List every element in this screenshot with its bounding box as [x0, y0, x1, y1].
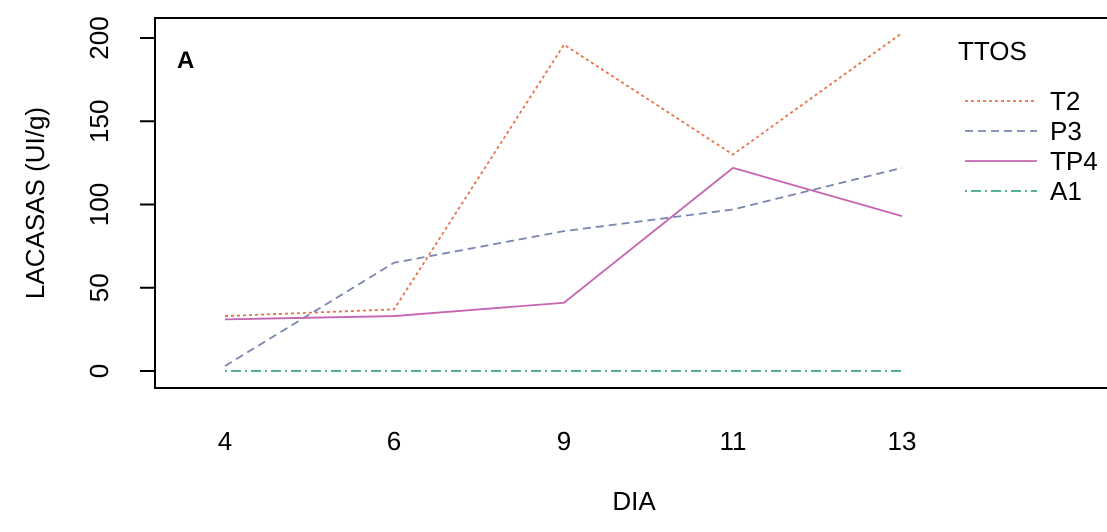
x-tick-label: 6: [387, 426, 401, 456]
x-tick-label: 4: [218, 426, 232, 456]
y-tick-label: 200: [84, 16, 114, 59]
x-axis: 4 6 9 11 13: [218, 426, 917, 456]
y-tick-label: 150: [84, 100, 114, 143]
x-tick-label: 13: [888, 426, 917, 456]
legend-label-t2: T2: [1050, 86, 1080, 116]
legend-label-tp4: TP4: [1050, 146, 1098, 176]
legend-label-p3: P3: [1050, 116, 1082, 146]
x-axis-title: DIA: [612, 486, 656, 516]
series-line-p3: [224, 166, 903, 367]
legend-label-a1: A1: [1050, 176, 1082, 206]
legend-title: TTOS: [958, 36, 1027, 66]
y-tick-label: 100: [84, 183, 114, 226]
plot-frame: [154, 17, 1107, 389]
y-tick-label: 0: [84, 364, 114, 378]
series-line-t2: [224, 32, 903, 317]
y-tick-label: 50: [84, 273, 114, 302]
series-layer: [224, 32, 903, 372]
x-tick-label: 11: [720, 426, 747, 456]
y-axis-title: LACASAS (UI/g): [20, 107, 50, 299]
x-tick-label: 9: [557, 426, 571, 456]
series-line-tp4: [224, 166, 903, 321]
panel-label: A: [177, 47, 194, 74]
y-axis: 0 50 100 150 200: [84, 16, 156, 378]
